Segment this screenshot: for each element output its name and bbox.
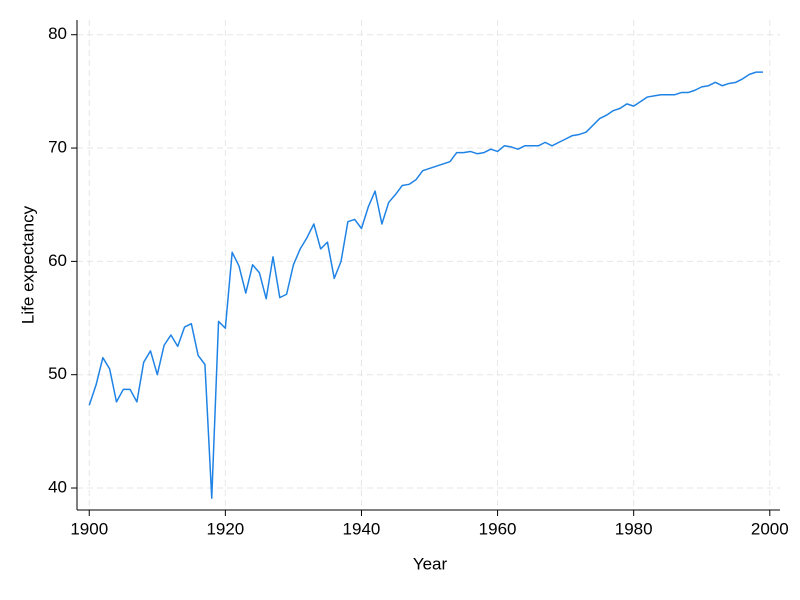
x-tick-label: 1900 <box>70 519 108 538</box>
y-axis-label: Life expectancy <box>18 205 37 324</box>
x-axis-label: Year <box>413 554 448 573</box>
y-tick-label: 60 <box>48 251 67 270</box>
x-tick-label: 1980 <box>615 519 653 538</box>
y-tick-label: 50 <box>48 364 67 383</box>
x-tick-label: 1960 <box>479 519 517 538</box>
y-tick-label: 80 <box>48 24 67 43</box>
x-tick-label: 1920 <box>206 519 244 538</box>
y-tick-label: 40 <box>48 478 67 497</box>
x-tick-label: 2000 <box>751 519 789 538</box>
x-tick-label: 1940 <box>343 519 381 538</box>
line <box>88 71 763 499</box>
y-tick-label: 70 <box>48 138 67 157</box>
